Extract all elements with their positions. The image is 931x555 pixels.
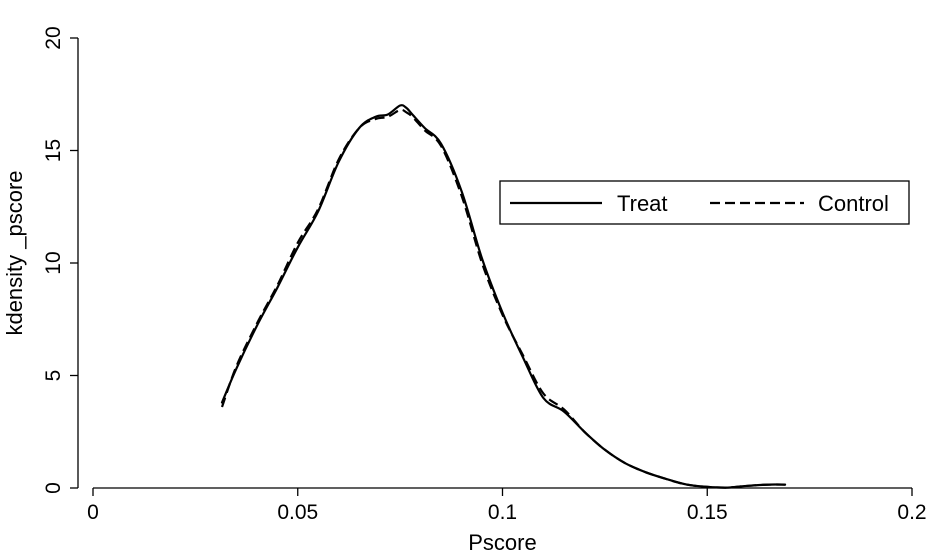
x-tick-label: 0.15 — [687, 501, 728, 524]
y-ticks-group: 0 5 10 15 20 — [42, 26, 78, 494]
series-line-control — [220, 108, 786, 489]
series-group — [220, 104, 787, 489]
y-axis-title: kdensity _pscore — [2, 170, 27, 335]
y-tick-label: 20 — [42, 26, 65, 49]
x-tick-label: 0.2 — [897, 501, 926, 524]
legend-label-treat: Treat — [617, 191, 668, 216]
legend-label-control: Control — [818, 191, 889, 216]
x-axis-title: Pscore — [468, 530, 536, 555]
y-tick-label: 5 — [42, 370, 65, 382]
x-ticks-group: 0 0.05 0.1 0.15 0.2 — [87, 488, 927, 524]
x-tick-label: 0.1 — [488, 501, 517, 524]
y-tick-label: 0 — [42, 482, 65, 494]
axes-group — [77, 38, 912, 489]
series-line-treat — [220, 104, 787, 489]
legend: Treat Control — [499, 180, 910, 225]
x-tick-label: 0 — [87, 501, 99, 524]
y-tick-label: 10 — [42, 251, 65, 274]
y-tick-label: 15 — [42, 139, 65, 162]
x-tick-label: 0.05 — [277, 501, 318, 524]
